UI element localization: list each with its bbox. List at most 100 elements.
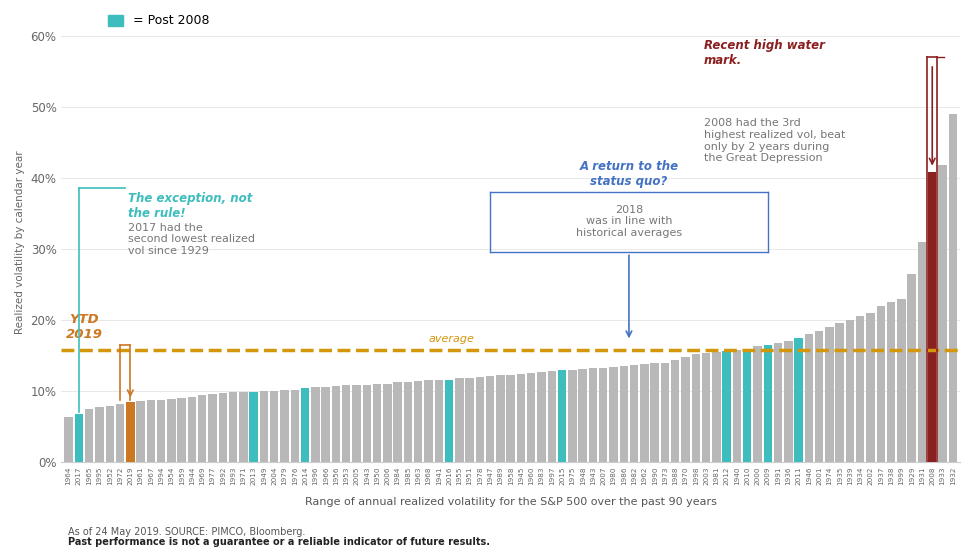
Bar <box>568 369 576 462</box>
Bar <box>784 341 793 462</box>
Bar <box>372 384 381 462</box>
Bar <box>682 357 689 462</box>
Bar <box>301 388 309 462</box>
Bar <box>239 392 248 462</box>
Y-axis label: Realized volatility by calendar year: Realized volatility by calendar year <box>15 150 25 334</box>
Text: YTD
2019: YTD 2019 <box>65 313 102 341</box>
Bar <box>702 354 710 462</box>
Bar <box>548 371 556 462</box>
Bar <box>845 320 854 462</box>
Bar <box>280 390 289 462</box>
Legend: = Post 2008: = Post 2008 <box>108 14 210 27</box>
Bar <box>825 327 834 462</box>
Text: average: average <box>428 334 474 344</box>
Text: Past performance is not a guarantee or a reliable indicator of future results.: Past performance is not a guarantee or a… <box>68 536 490 547</box>
Bar <box>774 343 782 462</box>
Bar <box>856 316 865 462</box>
Bar <box>445 380 453 462</box>
Text: 2018
was in line with
historical averages: 2018 was in line with historical average… <box>576 205 682 238</box>
Bar <box>867 313 875 462</box>
Bar <box>938 165 947 462</box>
Bar <box>105 406 114 462</box>
X-axis label: Range of annual realized volatility for the S&P 500 over the past 90 years: Range of annual realized volatility for … <box>305 496 717 507</box>
Bar <box>85 409 94 462</box>
Bar <box>630 366 639 462</box>
Text: Recent high water
mark.: Recent high water mark. <box>704 39 825 67</box>
Bar <box>435 380 443 462</box>
Bar <box>795 338 802 462</box>
Bar <box>218 393 227 462</box>
Bar <box>537 372 546 462</box>
Bar <box>650 363 659 462</box>
Bar <box>229 393 237 462</box>
Bar <box>732 350 741 462</box>
Bar <box>671 361 680 462</box>
Text: A return to the
status quo?: A return to the status quo? <box>579 160 679 188</box>
Bar <box>322 386 330 462</box>
Bar <box>949 114 957 462</box>
Text: As of 24 May 2019. SOURCE: PIMCO, Bloomberg.: As of 24 May 2019. SOURCE: PIMCO, Bloomb… <box>68 527 305 537</box>
Bar <box>332 386 340 462</box>
Bar <box>476 377 484 462</box>
Bar <box>75 414 83 462</box>
Bar <box>928 172 936 462</box>
Bar <box>188 397 196 462</box>
Bar <box>342 385 350 462</box>
Bar <box>506 374 515 462</box>
Bar <box>414 381 422 462</box>
Bar <box>126 402 135 462</box>
Bar <box>815 330 823 462</box>
Bar <box>754 346 761 462</box>
Bar <box>661 362 669 462</box>
Bar <box>96 407 103 462</box>
Bar <box>311 388 320 462</box>
Bar <box>804 334 813 462</box>
Bar <box>887 302 895 462</box>
Bar <box>496 376 505 462</box>
Bar <box>691 354 700 462</box>
Bar <box>465 378 474 462</box>
Bar <box>836 323 844 462</box>
Bar <box>157 400 166 462</box>
Bar <box>177 398 186 462</box>
Bar <box>619 366 628 462</box>
Bar <box>609 367 618 462</box>
Bar <box>363 385 370 462</box>
Bar <box>167 399 176 462</box>
Bar <box>897 299 906 462</box>
Bar <box>517 374 526 462</box>
Bar <box>270 391 279 462</box>
Bar <box>917 242 926 462</box>
Bar <box>136 401 145 462</box>
Bar <box>455 378 463 462</box>
Bar <box>259 391 268 462</box>
Bar <box>291 390 299 462</box>
Bar <box>424 380 433 462</box>
Bar <box>383 384 392 462</box>
Bar <box>404 382 412 462</box>
Bar <box>198 395 207 462</box>
Bar <box>908 274 916 462</box>
Bar <box>599 367 607 462</box>
Bar <box>527 373 535 462</box>
Bar <box>352 385 361 462</box>
Text: 2017 had the
second lowest realized
vol since 1929: 2017 had the second lowest realized vol … <box>129 222 255 256</box>
Bar <box>763 345 772 462</box>
Bar <box>64 417 73 462</box>
Bar <box>393 383 402 462</box>
Bar <box>743 349 752 462</box>
Bar <box>558 371 566 462</box>
Text: 2008 had the 3rd
highest realized vol, beat
only by 2 years during
the Great Dep: 2008 had the 3rd highest realized vol, b… <box>704 119 845 163</box>
Bar <box>589 368 597 462</box>
Bar <box>578 369 587 462</box>
Bar <box>486 376 494 462</box>
Bar <box>209 394 216 462</box>
Bar <box>722 351 731 462</box>
Bar <box>641 364 648 462</box>
Bar <box>250 392 258 462</box>
Text: The exception, not
the rule!: The exception, not the rule! <box>129 192 253 220</box>
Bar <box>146 400 155 462</box>
Bar <box>712 352 721 462</box>
Bar <box>116 404 124 462</box>
Bar <box>877 306 885 462</box>
